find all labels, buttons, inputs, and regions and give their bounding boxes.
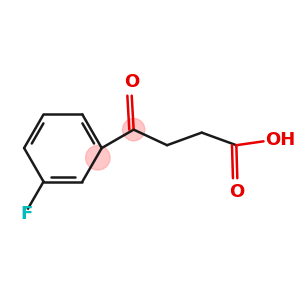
Text: O: O: [124, 73, 139, 91]
Text: F: F: [20, 206, 32, 224]
Text: O: O: [229, 183, 244, 201]
Circle shape: [85, 146, 110, 170]
Circle shape: [122, 118, 145, 141]
Text: OH: OH: [265, 131, 295, 149]
